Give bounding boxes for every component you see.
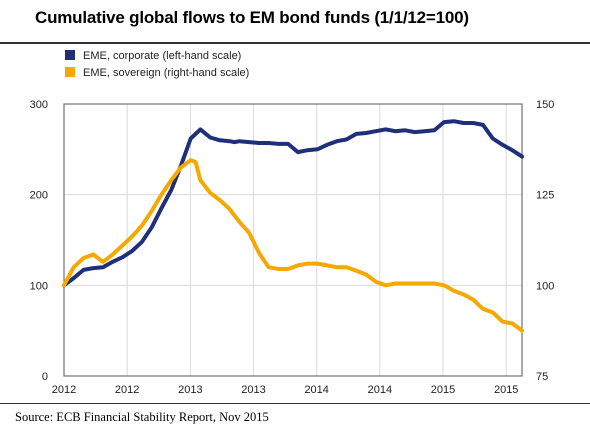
title-rule (0, 42, 590, 44)
series-lines (62, 119, 524, 333)
x-tick-label: 2014 (368, 384, 392, 396)
left-axis-ticks: 0 100 200 300 (30, 99, 48, 383)
chart-title: Cumulative global flows to EM bond funds… (35, 8, 469, 27)
legend-swatch (65, 67, 75, 77)
x-tick-label: 2014 (304, 384, 328, 396)
legend: EME, corporate (left-hand scale) EME, sov… (65, 50, 249, 79)
footer-rule (0, 403, 590, 404)
x-tick-label: 2015 (494, 384, 518, 396)
legend-label: EME, sovereign (right-hand scale) (83, 67, 249, 79)
source-note: Source: ECB Financial Stability Report, … (15, 410, 269, 424)
left-tick-label: 0 (42, 371, 48, 383)
x-tick-label: 2013 (178, 384, 202, 396)
flows-line-chart: 2012 2012 2013 2013 2014 2014 2015 2015 0 100 200… (30, 50, 554, 396)
x-tick-label: 2015 (431, 384, 455, 396)
right-tick-label: 100 (536, 280, 554, 292)
series-line-corporate (62, 119, 524, 288)
legend-swatch (65, 50, 75, 60)
series-line-sovereign (62, 158, 524, 333)
right-axis-ticks: 75 100 125 150 (536, 99, 554, 383)
right-tick-label: 75 (536, 371, 548, 383)
plot-frame (63, 103, 523, 377)
gridlines (64, 104, 522, 376)
left-tick-label: 200 (30, 190, 48, 202)
right-tick-label: 125 (536, 190, 554, 202)
left-tick-label: 300 (30, 99, 48, 111)
x-tick-label: 2012 (52, 384, 76, 396)
legend-label: EME, corporate (left-hand scale) (83, 50, 241, 62)
x-tick-label: 2013 (241, 384, 265, 396)
left-tick-label: 100 (30, 280, 48, 292)
x-axis-ticks: 2012 2012 2013 2013 2014 2014 2015 2015 (52, 384, 519, 396)
right-tick-label: 150 (536, 99, 554, 111)
x-tick-label: 2012 (115, 384, 139, 396)
